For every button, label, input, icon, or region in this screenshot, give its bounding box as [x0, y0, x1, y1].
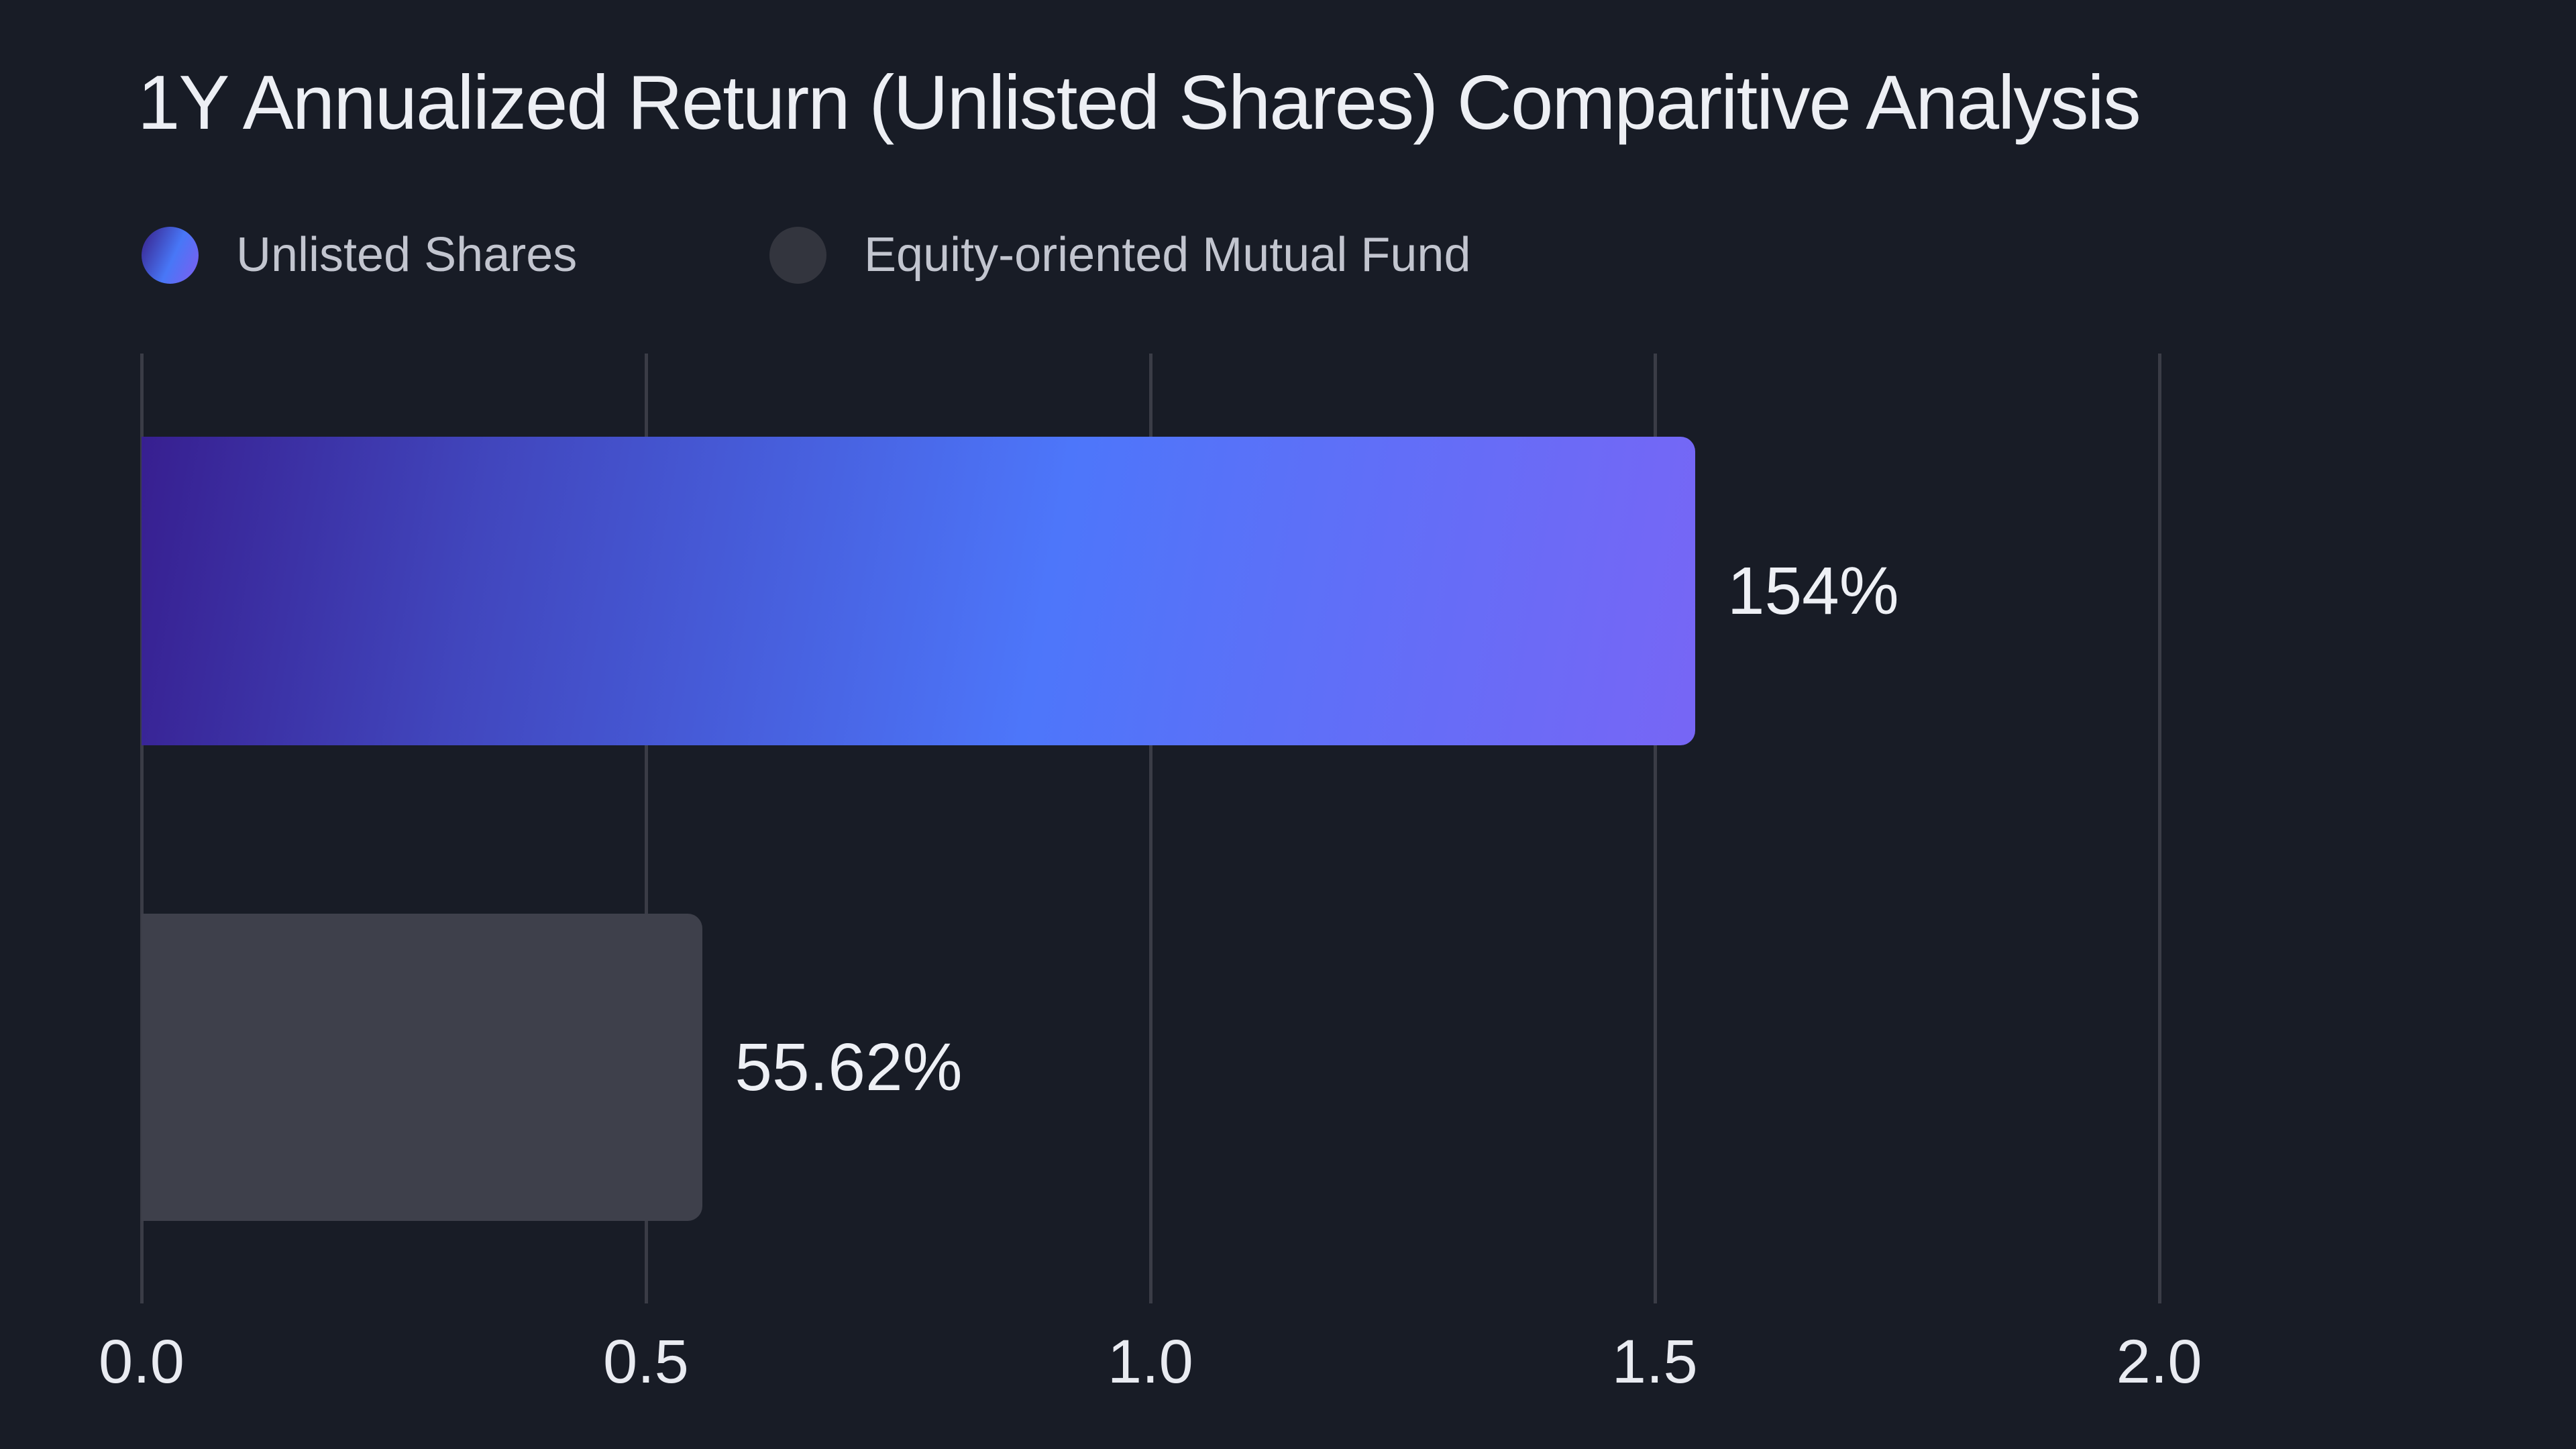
x-axis-tick-label: 1.5 — [1611, 1328, 1698, 1396]
bar-unlisted-shares[interactable] — [142, 437, 1695, 745]
gridlines — [140, 354, 2532, 1303]
legend-label: Equity-oriented Mutual Fund — [864, 228, 1471, 282]
legend: Unlisted Shares Equity-oriented Mutual F… — [142, 221, 1752, 288]
bar-equity-mutual-fund[interactable] — [142, 914, 703, 1221]
chart-title: 1Y Annualized Return (Unlisted Shares) C… — [138, 60, 2141, 146]
bar-value-label-mutual-fund: 55.62% — [735, 1029, 963, 1105]
gridline — [1148, 354, 1152, 1303]
x-axis-tick-label: 0.0 — [99, 1328, 184, 1396]
bar-row-mutual-fund: 55.62% — [142, 914, 2532, 1221]
x-axis: 0.0 0.5 1.0 1.5 2.0 — [99, 1327, 2532, 1421]
bar-value-label-unlisted: 154% — [1727, 553, 1899, 629]
legend-swatch-solid-icon — [769, 226, 826, 284]
gridline — [2157, 354, 2161, 1303]
bar-row-unlisted-shares: 154% — [142, 437, 2532, 745]
legend-swatch-gradient-icon — [142, 226, 199, 284]
legend-item-unlisted-shares[interactable]: Unlisted Shares — [142, 221, 577, 288]
x-axis-tick-label: 1.0 — [1107, 1328, 1193, 1396]
legend-label: Unlisted Shares — [236, 228, 578, 282]
gridline — [140, 354, 144, 1303]
x-axis-tick-label: 2.0 — [2116, 1328, 2202, 1396]
gridline — [644, 354, 648, 1303]
legend-item-mutual-fund[interactable]: Equity-oriented Mutual Fund — [769, 221, 1471, 288]
x-axis-tick-label: 0.5 — [602, 1328, 689, 1396]
gridline — [1653, 354, 1657, 1303]
plot-area: 154% 55.62% — [140, 354, 2532, 1303]
